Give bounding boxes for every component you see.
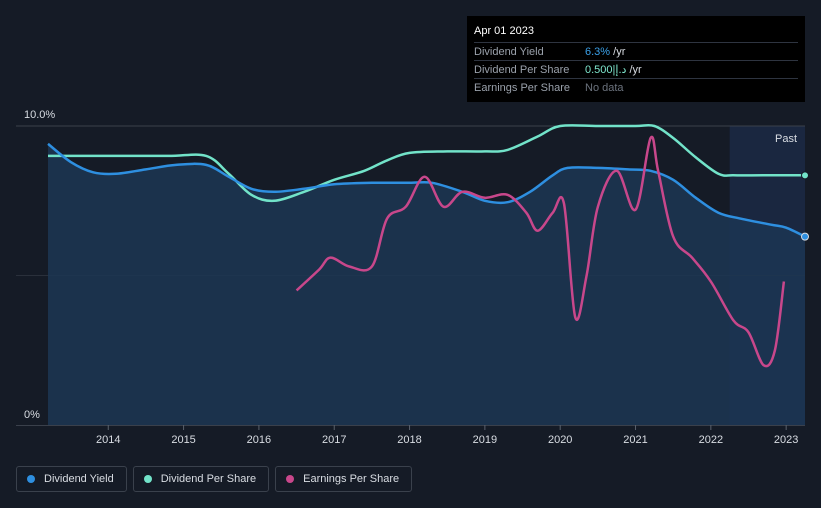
- x-tick-label: 2020: [548, 434, 572, 446]
- tooltip-row-dividend-yield: Dividend Yield 6.3% /yr: [474, 42, 798, 60]
- legend-item-earnings-per-share[interactable]: Earnings Per Share: [275, 466, 413, 492]
- dividend-yield-end-marker: [801, 232, 809, 241]
- dividend-per-share-line: [47, 123, 805, 203]
- legend-label: Earnings Per Share: [303, 473, 400, 485]
- tooltip-label: Dividend Per Share: [474, 63, 570, 76]
- legend-dot-icon: [286, 475, 295, 483]
- tooltip-row-dividend-per-share: Dividend Per Share 0.500|د.إ /yr: [474, 60, 798, 78]
- earnings-per-share-line: [295, 135, 786, 368]
- tooltip-label: Dividend Yield: [474, 45, 544, 58]
- legend-dot-icon: [143, 475, 152, 483]
- tooltip-suffix: /yr: [610, 45, 626, 58]
- x-tick-label: 2015: [171, 434, 195, 446]
- x-axis-ticks: 2014 2015 2016 2017 2018 2019 2020 2021 2022 2023: [96, 425, 798, 446]
- tooltip-value: No data: [585, 81, 624, 94]
- x-tick-label: 2022: [699, 434, 723, 446]
- legend-dot-icon: [27, 475, 35, 483]
- legend-item-dividend-per-share[interactable]: Dividend Per Share: [132, 466, 270, 492]
- dividend-yield-area: [48, 143, 805, 425]
- legend-item-dividend-yield[interactable]: Dividend Yield: [16, 466, 127, 492]
- legend-label: Dividend Yield: [44, 473, 114, 485]
- past-label: Past: [775, 133, 797, 145]
- x-tick-label: 2021: [623, 434, 647, 446]
- tooltip-row-earnings-per-share: Earnings Per Share No data: [474, 78, 798, 96]
- y-tick-label-bottom: 0%: [24, 409, 40, 421]
- y-tick-label-top: 10.0%: [24, 109, 55, 121]
- chart-legend: Dividend Yield Dividend Per Share Earnin…: [16, 466, 413, 492]
- tooltip-suffix: /yr: [626, 64, 642, 76]
- x-tick-label: 2017: [322, 434, 346, 446]
- x-tick-label: 2019: [473, 434, 497, 446]
- tooltip-value: 6.3%: [585, 45, 611, 58]
- tooltip-value: 0.500|د.إ: [585, 64, 627, 76]
- x-tick-label: 2014: [96, 434, 120, 446]
- tooltip-date: Apr 01 2023: [474, 25, 534, 37]
- x-tick-label: 2023: [774, 434, 798, 446]
- legend-label: Dividend Per Share: [160, 473, 257, 485]
- dividend-per-share-end-marker: [801, 171, 809, 180]
- x-tick-label: 2018: [397, 434, 421, 446]
- tooltip-label: Earnings Per Share: [474, 81, 570, 94]
- x-tick-label: 2016: [247, 434, 271, 446]
- tooltip-panel: Apr 01 2023 Dividend Yield 6.3% /yr Divi…: [467, 16, 805, 102]
